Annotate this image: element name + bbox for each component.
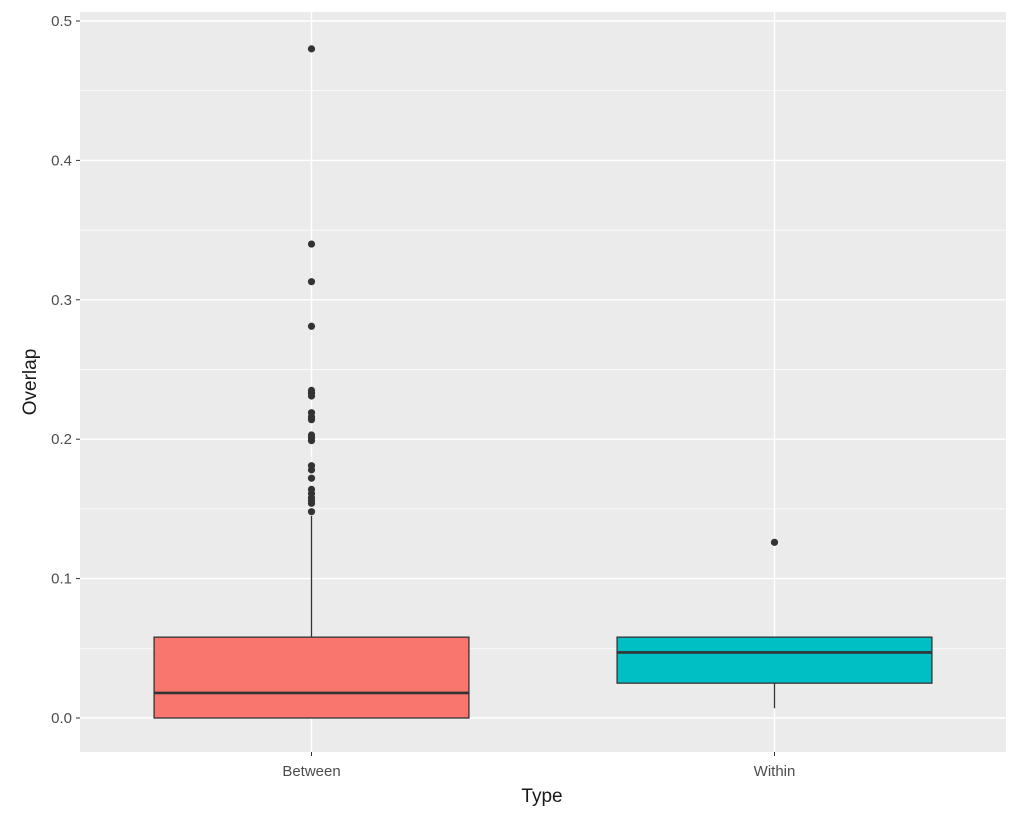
boxes (153, 45, 933, 719)
outlier-point (307, 474, 316, 482)
panel-background (80, 12, 1006, 752)
outlier-point (307, 322, 316, 330)
outlier-point (307, 386, 316, 395)
box-group-between (153, 45, 470, 719)
box-between (153, 636, 470, 719)
outlier-point (307, 45, 316, 53)
box-group-within (616, 538, 933, 709)
outlier-point (307, 431, 316, 439)
y-tick-label: 0.2 (51, 431, 72, 448)
grid-lines (80, 12, 1006, 752)
outlier-point (307, 485, 316, 493)
outlier-point (307, 409, 316, 417)
outlier-point (307, 508, 316, 516)
x-tick-label-between: Between (282, 763, 340, 780)
y-tick-label: 0.5 (51, 13, 72, 30)
y-tick-label: 0.1 (51, 571, 72, 588)
outlier-point (770, 538, 779, 546)
x-axis-ticks: Between Within (282, 752, 795, 780)
y-tick-label: 0.3 (51, 292, 72, 309)
x-tick-label-within: Within (754, 763, 796, 780)
box-within (616, 636, 933, 684)
y-axis-ticks: 0.0 0.1 0.2 0.3 0.4 0.5 (51, 13, 80, 727)
y-tick-label: 0.4 (51, 152, 72, 169)
x-axis-title: Type (521, 786, 562, 807)
y-tick-label: 0.0 (51, 710, 72, 727)
outlier-point (307, 462, 316, 470)
outlier-point (307, 278, 316, 286)
y-axis-title: Overlap (20, 349, 41, 416)
outlier-point (307, 240, 316, 248)
